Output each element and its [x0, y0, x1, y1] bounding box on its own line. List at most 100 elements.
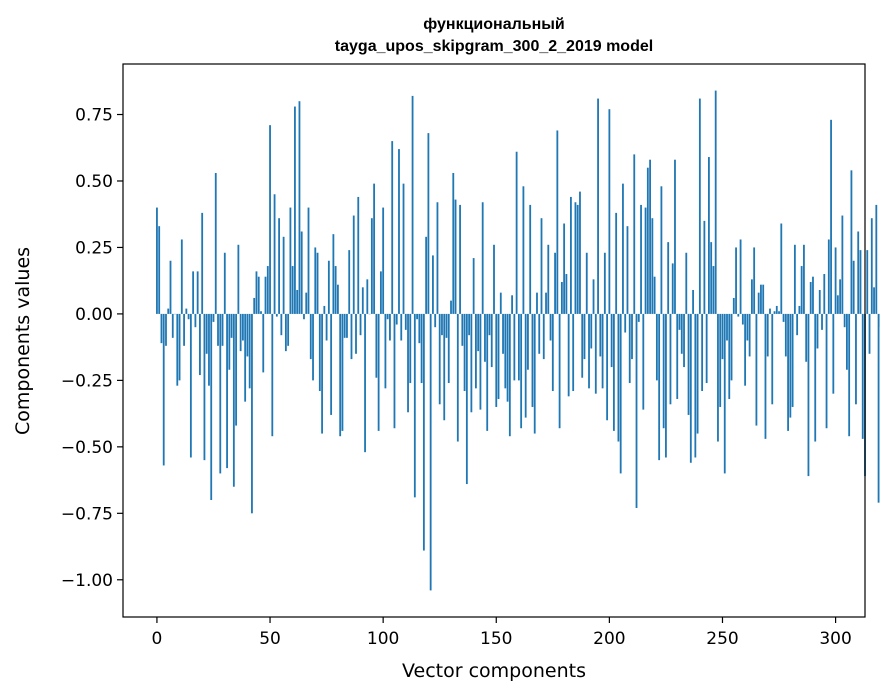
bar — [771, 313, 774, 405]
bar — [769, 308, 771, 314]
bar — [269, 125, 271, 314]
bar — [631, 313, 633, 360]
bar — [359, 313, 362, 336]
bar — [588, 313, 590, 389]
bar — [255, 271, 258, 314]
bar — [737, 313, 740, 317]
bar — [832, 313, 835, 394]
x-axis-ticks: 0 50 100 150 200 250 300 — [152, 617, 852, 649]
bar — [674, 159, 676, 314]
bar — [196, 271, 199, 314]
bar — [762, 284, 765, 314]
bar — [156, 207, 158, 314]
bar — [748, 313, 751, 357]
bar — [796, 313, 799, 336]
bar — [723, 313, 726, 474]
bar — [422, 313, 425, 551]
bar — [708, 157, 710, 314]
bar — [413, 313, 416, 498]
bar — [803, 244, 805, 314]
chart-title-line2: tayga_upos_skipgram_300_2_2019 model — [335, 38, 653, 55]
bar — [773, 311, 776, 314]
bar — [875, 204, 878, 314]
bar — [486, 313, 489, 431]
bar — [877, 313, 880, 503]
bar — [608, 109, 611, 314]
bar — [434, 313, 437, 328]
bar — [637, 313, 640, 322]
bar — [560, 282, 563, 314]
bar — [386, 313, 389, 320]
bar — [635, 313, 638, 508]
bar — [764, 313, 767, 439]
bar — [572, 313, 575, 392]
bar — [321, 313, 323, 434]
bar — [488, 313, 491, 336]
bar — [377, 313, 380, 431]
bar — [178, 313, 181, 381]
bar — [633, 154, 636, 314]
y-axis-label: Components values — [12, 247, 34, 435]
bar — [517, 313, 520, 381]
bar — [551, 313, 554, 392]
x-axis-label: Vector components — [402, 660, 586, 682]
bar — [481, 202, 484, 314]
bar — [565, 274, 568, 314]
bar — [524, 313, 527, 418]
bar — [232, 313, 235, 487]
bar — [318, 313, 321, 392]
bar — [294, 106, 296, 314]
bar — [366, 279, 369, 314]
bar — [284, 313, 287, 352]
bar — [791, 313, 794, 407]
bar — [300, 231, 303, 314]
bar — [411, 95, 414, 314]
y-tick-label: 0.75 — [75, 106, 113, 126]
bar — [547, 244, 550, 314]
bar — [370, 218, 373, 314]
bar — [680, 313, 683, 354]
bar — [251, 313, 253, 514]
bar — [766, 313, 769, 357]
bar — [361, 287, 364, 314]
bar — [821, 313, 823, 330]
bar — [169, 260, 172, 314]
bars — [156, 90, 880, 591]
bar — [710, 242, 713, 314]
bar — [703, 220, 706, 314]
bar — [807, 313, 810, 477]
bar — [655, 313, 658, 381]
bar — [814, 313, 817, 442]
bar — [823, 274, 826, 314]
bar — [816, 313, 819, 349]
bar — [425, 236, 428, 314]
bar — [391, 141, 394, 314]
bar — [248, 313, 251, 389]
bar — [732, 297, 735, 314]
bar — [515, 151, 518, 314]
bar — [540, 218, 543, 314]
bar — [624, 313, 627, 333]
bar — [746, 313, 749, 341]
bar — [253, 297, 256, 314]
bar — [714, 90, 717, 314]
bar — [280, 313, 283, 336]
bar — [667, 242, 670, 314]
bar — [744, 313, 747, 386]
bar — [459, 204, 461, 314]
bar — [398, 149, 400, 314]
bar — [658, 313, 661, 461]
bar — [341, 313, 344, 431]
bar — [241, 313, 244, 341]
bar — [504, 313, 507, 389]
bar — [567, 313, 570, 397]
bar — [461, 313, 464, 346]
bar — [468, 313, 471, 336]
bar — [445, 313, 448, 338]
plot-frame — [122, 63, 866, 618]
x-tick-label: 100 — [367, 629, 399, 649]
bar — [520, 313, 523, 429]
bar — [601, 313, 604, 389]
bar — [730, 313, 733, 381]
bar — [805, 313, 808, 362]
